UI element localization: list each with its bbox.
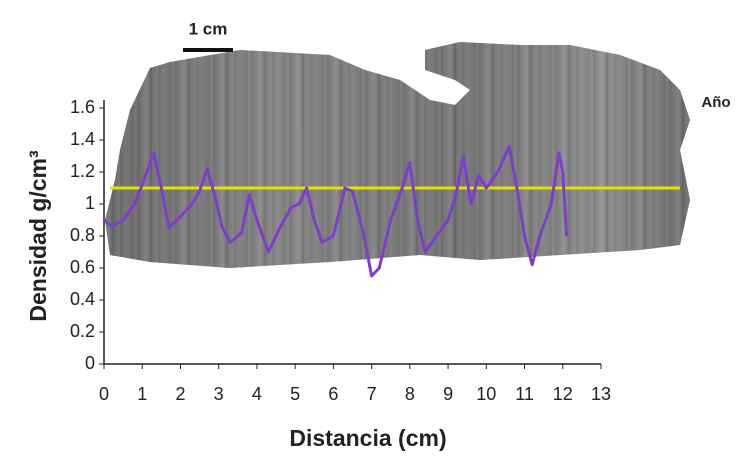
y-tick-label: 1.2 — [70, 161, 95, 181]
y-tick-label: 1.4 — [70, 129, 95, 149]
coral-bands — [105, 42, 690, 268]
y-tick-label: 0.8 — [70, 225, 95, 245]
x-tick-label: 5 — [290, 384, 300, 404]
x-tick-label: 1 — [137, 384, 147, 404]
y-tick-label: 0 — [85, 353, 95, 373]
x-tick-label: 3 — [214, 384, 224, 404]
x-tick-label: 8 — [405, 384, 415, 404]
x-tick-label: 10 — [476, 384, 496, 404]
x-tick-label: 9 — [443, 384, 453, 404]
x-tick-label: 12 — [553, 384, 573, 404]
x-tick-label: 2 — [175, 384, 185, 404]
scale-bar-label: 1 cm — [189, 19, 228, 38]
x-tick-label: 0 — [99, 384, 109, 404]
y-axis-label: Densidad g/cm³ — [25, 150, 51, 322]
x-tick-label: 11 — [515, 384, 534, 404]
x-axis-label: Distancia (cm) — [289, 425, 446, 451]
data-line — [103, 144, 569, 278]
y-tick-label: 1.6 — [70, 97, 95, 117]
x-tick-label: 13 — [591, 384, 611, 404]
side-label: Año — [701, 94, 730, 111]
y-tick-label: 0.6 — [70, 257, 95, 277]
x-tick-label: 6 — [328, 384, 338, 404]
x-tick-label: 7 — [367, 384, 377, 404]
y-tick-label: 1 — [85, 193, 95, 213]
x-tick-label: 4 — [252, 384, 262, 404]
y-tick-label: 0.4 — [70, 289, 95, 309]
y-tick-label: 0.2 — [70, 321, 95, 341]
